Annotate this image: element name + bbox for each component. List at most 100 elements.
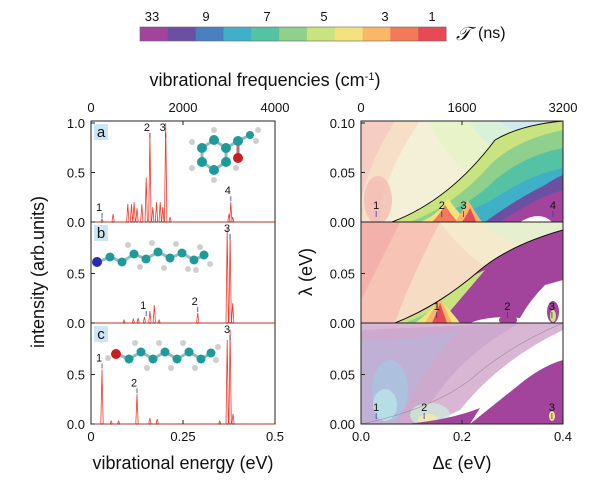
colorbar-segment xyxy=(362,27,391,41)
molecule-a-illustration xyxy=(189,127,261,183)
peak-marker-label: 3 xyxy=(160,122,166,134)
colorbar-tick-label: 9 xyxy=(202,9,209,24)
panel-b-label-bg xyxy=(94,225,108,241)
right-x-tick-label: 0.2 xyxy=(453,429,471,444)
right-x-ticks: 0.0 0.2 0.4 xyxy=(352,420,572,444)
colorbar-unit: (ns) xyxy=(478,25,506,42)
spectrum-line-c xyxy=(91,329,275,425)
left-y-ticks: 0.0 0.5 1.0 0.0 0.5 0.0 0.5 xyxy=(67,116,95,432)
panel-b-label: b xyxy=(97,225,105,242)
colorbar-tick-label: 33 xyxy=(145,9,159,24)
colorbar-segment xyxy=(251,27,280,41)
right-top-tick-label: 0 xyxy=(357,100,364,115)
panel-c-label-bg xyxy=(94,326,108,342)
left-y-tick-label: 0.5 xyxy=(67,368,85,383)
left-spectra-panel: vibrational frequencies (cm-1) 0 2000 4000… xyxy=(28,70,380,473)
colorbar-tick-label: 7 xyxy=(263,9,270,24)
colorbar-symbol: 𝒯 xyxy=(456,24,476,45)
peak-marker-label: 4 xyxy=(225,185,231,197)
left-x-tick-label: 0.5 xyxy=(266,429,284,444)
contour-marker-label: 3 xyxy=(549,301,555,313)
right-y-tick-label: 0.00 xyxy=(330,417,355,432)
right-peak-markers: 1 2 3 4 1 2 3 1 2 3 xyxy=(373,200,556,419)
contour-marker-label: 1 xyxy=(373,402,379,414)
colorbar-segment xyxy=(140,27,169,41)
contour-marker-label: 2 xyxy=(421,402,427,414)
contour-marker-label: 4 xyxy=(550,200,556,212)
panel-a-label-bg xyxy=(94,124,108,140)
contour-marker-label: 3 xyxy=(549,402,555,414)
peak-marker-label: 3 xyxy=(224,324,230,336)
panel-c-frame xyxy=(90,322,276,425)
right-y-tick-label: 0.05 xyxy=(330,368,355,383)
left-x-ticks: 0 0.25 0.5 xyxy=(87,420,284,444)
right-y-tick-label: 0.05 xyxy=(330,166,355,181)
right-y-tick-label: 0.05 xyxy=(330,267,355,282)
right-top-tick-label: 1600 xyxy=(448,100,477,115)
contour-bottom xyxy=(361,323,563,424)
spectrum-line-a xyxy=(91,122,275,223)
left-y-tick-label: 0.0 xyxy=(67,215,85,230)
right-y-axis-label: λ (eV) xyxy=(296,248,316,296)
right-x-axis-label: Δϵ (eV) xyxy=(433,453,492,473)
spectra xyxy=(91,122,275,425)
left-y-tick-label: 1.0 xyxy=(67,116,85,131)
peak-marker-label: 2 xyxy=(192,296,198,308)
colorbar: 33 9 7 5 3 1 𝒯 (ns) xyxy=(139,9,506,45)
colorbar-segment xyxy=(306,27,336,41)
right-top-ticks: 0 1600 3200 xyxy=(357,100,577,125)
colorbar-segment xyxy=(418,27,447,41)
contour-marker-label: 1 xyxy=(373,200,379,212)
panel-b-frame xyxy=(90,221,276,324)
colorbar-segment xyxy=(167,27,197,41)
right-y-tick-label: 0.10 xyxy=(330,116,355,131)
colorbar-tick-label: 5 xyxy=(320,9,327,24)
colorbar-gradient xyxy=(140,27,447,41)
panel-c-label: c xyxy=(97,326,105,343)
colorbar-segment xyxy=(279,27,308,41)
left-x-axis-label: vibrational energy (eV) xyxy=(92,453,273,473)
right-x-tick-label: 0.0 xyxy=(352,429,370,444)
left-x-tick-label: 0.25 xyxy=(170,429,195,444)
left-top-axis-label: vibrational frequencies (cm-1) xyxy=(150,70,381,90)
peak-marker-label: 2 xyxy=(144,122,150,134)
peak-marker-label: 2 xyxy=(131,377,137,389)
right-contour-panel: 0 1600 3200 0.00 0.05 0.10 0.00 0.05 0.00 0.05 0… xyxy=(296,100,577,473)
left-y-axis-label: intensity (arb.units) xyxy=(28,196,48,348)
peak-marker-label: 1 xyxy=(96,202,102,214)
right-top-tick-label: 3200 xyxy=(549,100,578,115)
spectrum-line-b xyxy=(91,228,275,324)
left-top-tick-label: 4000 xyxy=(261,100,290,115)
molecule-c-illustration xyxy=(105,340,221,371)
panel-a-label: a xyxy=(97,124,106,141)
left-top-tick-label: 0 xyxy=(87,100,94,115)
colorbar-segment xyxy=(195,27,224,41)
colorbar-segment xyxy=(223,27,252,41)
contour-top xyxy=(361,121,563,222)
molecule-b-illustration xyxy=(92,240,213,273)
left-y-tick-label: 0.0 xyxy=(67,316,85,331)
right-y-ticks: 0.00 0.05 0.10 0.00 0.05 0.00 0.05 xyxy=(330,116,365,432)
left-y-tick-label: 0.0 xyxy=(67,417,85,432)
right-y-tick-label: 0.00 xyxy=(330,316,355,331)
right-y-tick-label: 0.00 xyxy=(330,215,355,230)
colorbar-segment xyxy=(390,27,419,41)
colorbar-tick-label: 3 xyxy=(381,9,388,24)
contour-marker-label: 3 xyxy=(460,200,466,212)
colorbar-tick-label: 1 xyxy=(428,9,435,24)
peak-marker-label: 1 xyxy=(140,300,146,312)
left-y-tick-label: 0.5 xyxy=(67,267,85,282)
contour-marker-label: 2 xyxy=(439,200,445,212)
contour-marker-label: 2 xyxy=(504,301,510,313)
colorbar-ticks: 33 9 7 5 3 1 xyxy=(145,9,436,24)
colorbar-frame xyxy=(139,26,447,42)
right-x-tick-label: 0.4 xyxy=(554,429,572,444)
left-x-tick-label: 0 xyxy=(87,429,94,444)
colorbar-segment xyxy=(334,27,364,41)
left-top-tick-label: 2000 xyxy=(169,100,198,115)
left-top-ticks: 0 2000 4000 xyxy=(87,100,289,125)
peak-marker-label: 3 xyxy=(224,223,230,235)
contour-marker-label: 1 xyxy=(434,301,440,313)
